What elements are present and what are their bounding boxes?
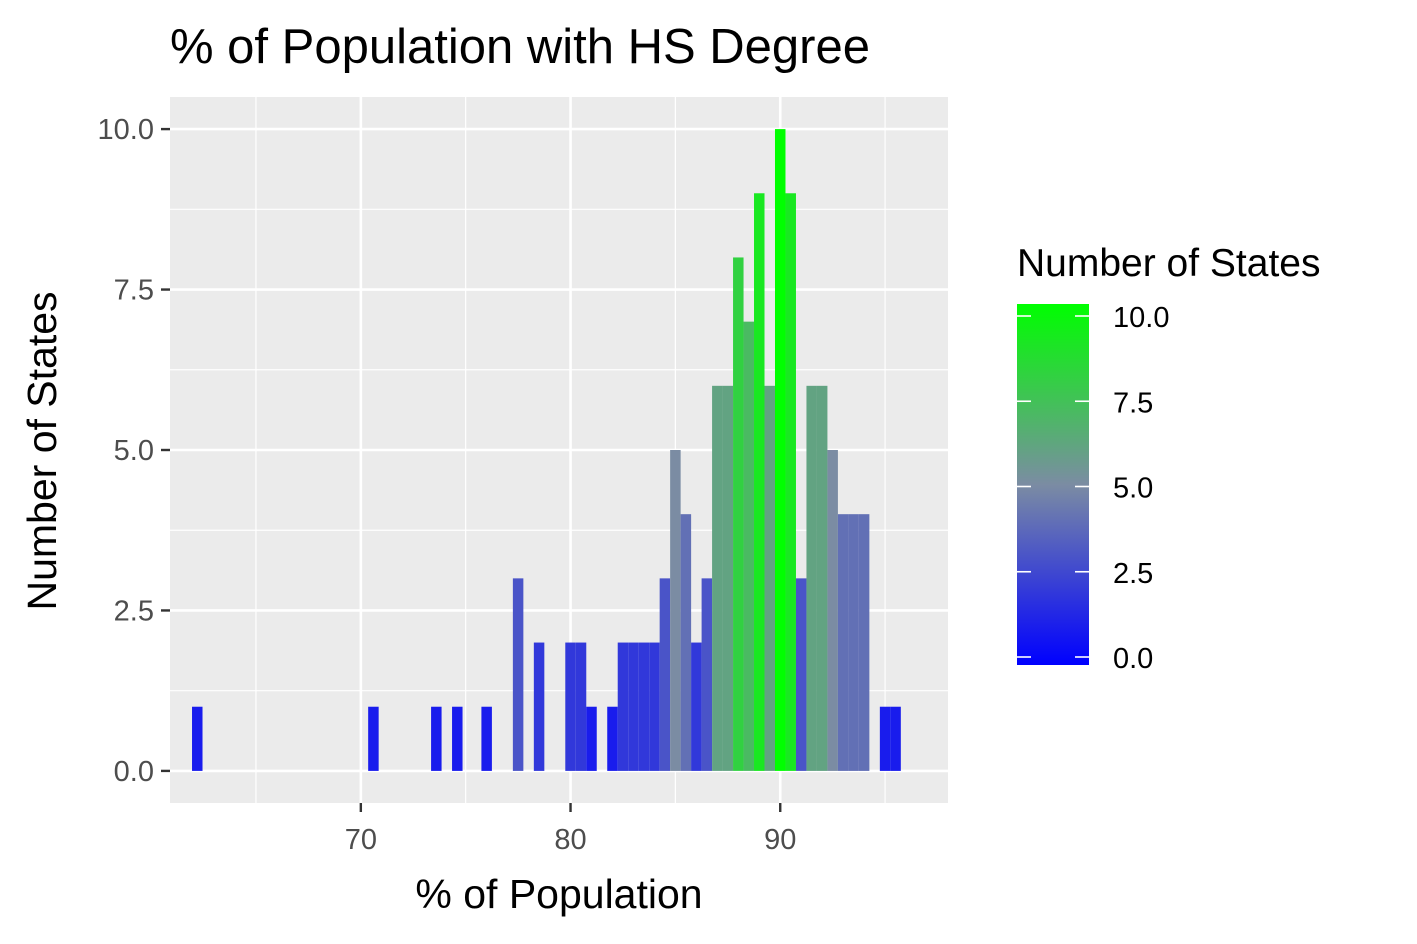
legend-ticks: 0.0 2.5 5.0 7.5 10.0 bbox=[1017, 302, 1169, 675]
histogram-bar bbox=[743, 321, 755, 771]
legend-tick-label: 2.5 bbox=[1113, 558, 1153, 590]
x-tick-label: 90 bbox=[764, 824, 796, 856]
histogram-bar bbox=[670, 450, 681, 771]
y-tick-label: 7.5 bbox=[114, 275, 154, 307]
y-tick-label: 0.0 bbox=[114, 756, 154, 788]
histogram-bar bbox=[733, 257, 744, 771]
histogram-bar bbox=[712, 385, 723, 771]
histogram-bar bbox=[512, 578, 524, 771]
x-axis-ticks: 70 80 90 bbox=[345, 803, 796, 856]
legend-tick-label: 0.0 bbox=[1113, 643, 1153, 675]
histogram-bar bbox=[607, 706, 618, 771]
histogram-bar bbox=[452, 706, 463, 771]
y-tick-label: 2.5 bbox=[114, 595, 154, 627]
histogram-bar bbox=[764, 385, 775, 771]
histogram-bar bbox=[431, 706, 442, 771]
histogram-bar bbox=[879, 706, 891, 771]
histogram-bar bbox=[848, 514, 859, 771]
histogram-bar bbox=[565, 642, 576, 771]
histogram-bar bbox=[827, 450, 838, 771]
histogram-bar bbox=[368, 706, 379, 771]
histogram-bar bbox=[575, 642, 587, 771]
histogram-bar bbox=[617, 642, 629, 771]
x-tick-label: 80 bbox=[554, 824, 586, 856]
histogram-bar bbox=[774, 129, 786, 771]
x-axis-title: % of Population bbox=[415, 871, 702, 917]
chart-title: % of Population with HS Degree bbox=[170, 20, 870, 74]
histogram-bar bbox=[701, 578, 713, 771]
histogram-bar bbox=[754, 193, 765, 771]
histogram-bar bbox=[691, 642, 702, 771]
y-axis-title: Number of States bbox=[19, 291, 65, 610]
histogram-bars bbox=[192, 129, 901, 771]
histogram-bar bbox=[837, 514, 849, 771]
histogram-bar bbox=[722, 385, 734, 771]
histogram-bar bbox=[659, 578, 671, 771]
histogram-bar bbox=[890, 706, 901, 771]
histogram-bar bbox=[680, 514, 692, 771]
legend-tick-label: 7.5 bbox=[1113, 387, 1153, 419]
histogram-bar bbox=[785, 193, 796, 771]
legend-title: Number of States bbox=[1017, 242, 1320, 285]
histogram-bar bbox=[816, 385, 828, 771]
legend-colorbar bbox=[1017, 304, 1089, 665]
histogram-bar bbox=[533, 642, 545, 771]
histogram-bar bbox=[858, 514, 870, 771]
y-tick-label: 5.0 bbox=[114, 435, 154, 467]
legend-tick-label: 10.0 bbox=[1113, 302, 1169, 334]
histogram-bar bbox=[795, 578, 807, 771]
x-tick-label: 70 bbox=[345, 824, 377, 856]
histogram-bar bbox=[806, 385, 817, 771]
legend-tick-label: 5.0 bbox=[1113, 473, 1153, 505]
histogram-bar bbox=[481, 706, 492, 771]
histogram-bar bbox=[638, 642, 650, 771]
histogram-bar bbox=[649, 642, 660, 771]
legend: Number of States 0.0 2.5 5.0 7.5 10.0 bbox=[1017, 242, 1320, 675]
y-tick-label: 10.0 bbox=[98, 114, 154, 146]
histogram-bar bbox=[628, 642, 639, 771]
histogram-bar bbox=[192, 706, 203, 771]
y-axis-ticks: 0.0 2.5 5.0 7.5 10.0 bbox=[98, 114, 170, 788]
histogram-bar bbox=[586, 706, 597, 771]
